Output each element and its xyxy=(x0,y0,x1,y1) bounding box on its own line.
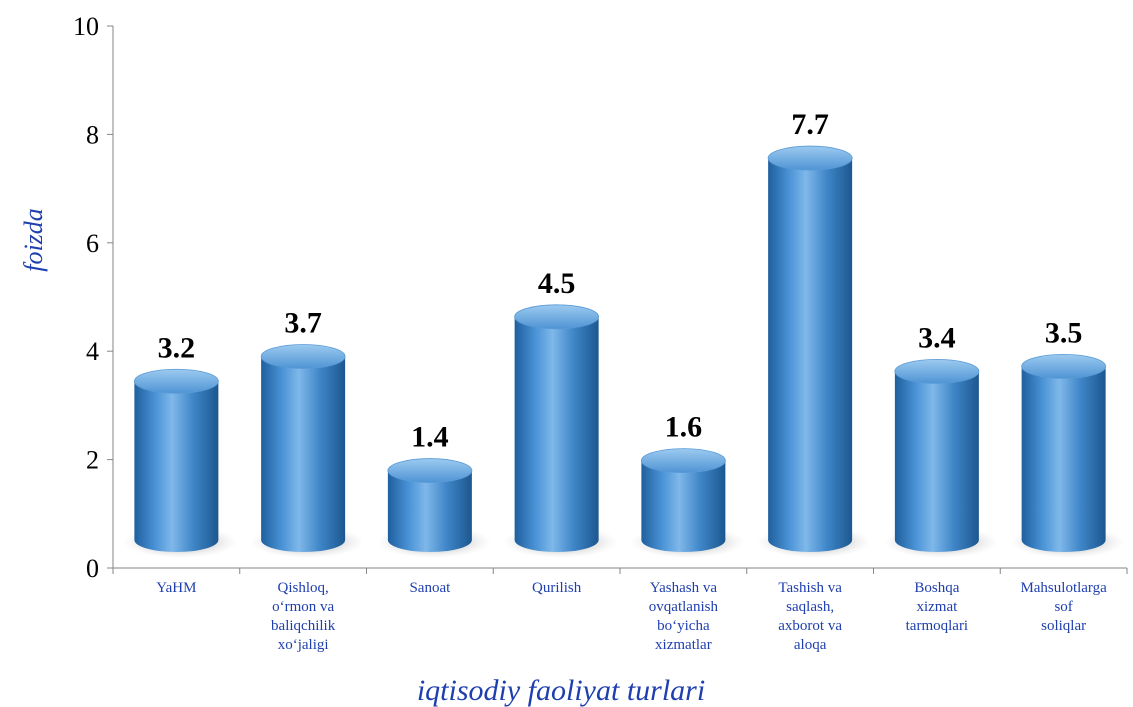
x-ticks xyxy=(112,568,1128,574)
category-label: Sanoat xyxy=(409,580,451,596)
y-ticks: 0 2 4 6 8 10 xyxy=(73,12,113,583)
bar xyxy=(387,458,473,552)
data-label: 3.7 xyxy=(284,306,322,339)
bar-top xyxy=(640,448,726,474)
bar-body xyxy=(1021,366,1106,552)
x-axis-title: iqtisodiy faoliyat turlari xyxy=(417,674,705,707)
bar-top xyxy=(133,368,219,394)
bar-body xyxy=(768,158,853,552)
y-tick-label: 2 xyxy=(86,446,99,475)
category-label: Yashash va ovqatlanish bo‘yicha xizmatlar xyxy=(649,580,719,653)
bar-body xyxy=(134,381,219,552)
bar xyxy=(514,304,600,552)
bar xyxy=(133,368,219,552)
category-label: Boshqa xizmat tarmoqlari xyxy=(906,580,968,634)
bars xyxy=(133,145,1107,552)
bar xyxy=(260,344,346,552)
bar xyxy=(1021,353,1107,552)
y-axis-title: foizda xyxy=(19,208,48,272)
y-tick-label: 6 xyxy=(86,229,99,258)
data-label: 7.7 xyxy=(791,108,829,141)
y-tick-label: 0 xyxy=(86,554,99,583)
data-label: 3.5 xyxy=(1045,316,1083,349)
bar-top xyxy=(260,344,346,369)
category-label: Qishloq, o‘rmon va baliqchilik xo‘jaligi xyxy=(271,580,336,653)
bar-body xyxy=(514,316,599,552)
data-label: 3.4 xyxy=(918,321,956,354)
data-label: 1.6 xyxy=(665,411,703,444)
bar-body xyxy=(387,470,472,552)
bar-top xyxy=(514,304,600,330)
data-label: 1.4 xyxy=(411,421,449,454)
bar xyxy=(767,145,853,552)
data-label: 3.2 xyxy=(158,331,196,364)
bar-top xyxy=(387,458,473,483)
bar-top xyxy=(767,145,853,171)
bar xyxy=(640,448,726,552)
bar xyxy=(894,358,980,552)
bar-body xyxy=(894,371,979,552)
data-labels: 3.2 3.7 1.4 4.5 1.6 7.7 3.4 3.5 xyxy=(158,108,1083,453)
category-label: Tashish va saqlash, axborot va aloqa xyxy=(778,580,842,653)
bar-top xyxy=(894,358,980,384)
category-label: Qurilish xyxy=(532,580,582,596)
y-tick-label: 4 xyxy=(86,337,99,366)
bar-top xyxy=(1021,353,1107,379)
data-label: 4.5 xyxy=(538,267,576,300)
bar-body xyxy=(261,356,346,552)
category-label: YaHM xyxy=(156,580,196,596)
category-label: Mahsulotlarga sof soliqlar xyxy=(1020,580,1107,634)
category-labels: YaHM Qishloq, o‘rmon va baliqchilik xo‘jalig… xyxy=(156,580,1107,653)
bar-body xyxy=(641,460,726,552)
y-tick-label: 8 xyxy=(86,120,99,149)
y-tick-label: 10 xyxy=(73,12,99,41)
